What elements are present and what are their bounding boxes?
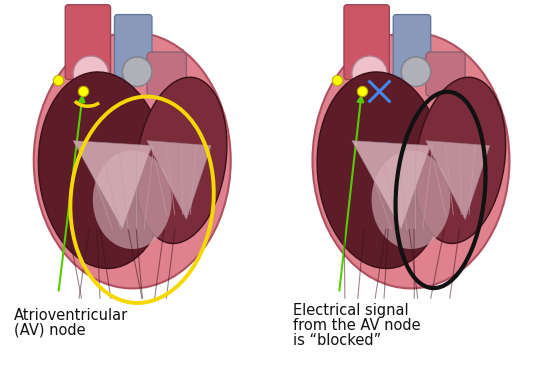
Point (333, 77, 341, 83)
Point (79, 89, 87, 94)
Circle shape (352, 56, 387, 92)
Ellipse shape (34, 32, 231, 289)
Polygon shape (147, 141, 211, 220)
Ellipse shape (317, 72, 446, 269)
Polygon shape (73, 141, 152, 229)
Polygon shape (352, 141, 431, 229)
Polygon shape (426, 141, 490, 220)
FancyBboxPatch shape (393, 15, 431, 77)
Text: Electrical signal: Electrical signal (293, 303, 408, 318)
FancyBboxPatch shape (147, 52, 187, 96)
Circle shape (123, 57, 152, 86)
Point (54, 77, 63, 83)
Ellipse shape (415, 77, 506, 244)
FancyBboxPatch shape (65, 5, 111, 80)
Text: from the AV node: from the AV node (293, 318, 421, 333)
Circle shape (401, 57, 431, 86)
FancyBboxPatch shape (344, 5, 389, 80)
Ellipse shape (372, 151, 451, 249)
Ellipse shape (136, 77, 227, 244)
Ellipse shape (93, 151, 172, 249)
Text: (AV) node: (AV) node (14, 323, 86, 338)
FancyBboxPatch shape (115, 15, 152, 77)
Text: is “blocked”: is “blocked” (293, 333, 381, 348)
FancyBboxPatch shape (426, 52, 465, 96)
Circle shape (73, 56, 109, 92)
Point (357, 89, 366, 94)
Ellipse shape (312, 32, 510, 289)
Ellipse shape (38, 72, 167, 269)
Text: Atrioventricular: Atrioventricular (14, 308, 128, 323)
